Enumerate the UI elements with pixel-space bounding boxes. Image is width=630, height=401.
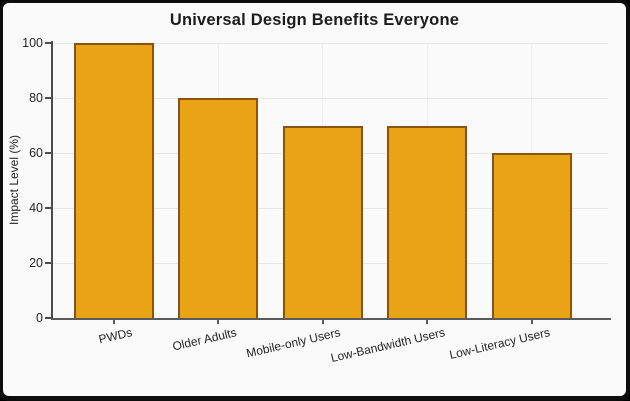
x-tick-label: Low-Bandwidth Users: [329, 325, 447, 366]
y-tick-label: 80: [29, 91, 43, 105]
x-tick-label: Low-Literacy Users: [447, 325, 552, 362]
bar-mobile-only-users: [282, 125, 363, 318]
x-tick-mark: [426, 320, 428, 324]
y-axis-line: [51, 41, 53, 318]
x-tick-label: Mobile-only Users: [245, 325, 343, 361]
y-tick-mark: [45, 317, 51, 319]
y-tick-mark: [45, 262, 51, 264]
chart-title: Universal Design Benefits Everyone: [169, 11, 460, 29]
y-tick-label: 40: [29, 201, 43, 215]
horizontal-gridline: [52, 42, 608, 44]
bar-pwds: [73, 43, 154, 318]
y-tick-mark: [45, 42, 51, 44]
bar-low-bandwidth-users: [387, 125, 467, 318]
bar-chart: Universal Design Benefits Everyone Impac…: [3, 3, 626, 396]
x-tick-label: PWDs: [96, 325, 134, 347]
bar-older-adults: [178, 98, 258, 318]
y-tick-mark: [45, 207, 51, 209]
y-tick-label: 100: [22, 36, 43, 50]
horizontal-gridline: [52, 97, 608, 99]
x-tick-mark: [321, 320, 324, 324]
y-axis-title: Impact Level (%): [7, 134, 21, 226]
y-tick-mark: [45, 152, 51, 154]
bar-low-literacy-users: [491, 153, 572, 318]
y-tick-label: 20: [29, 256, 43, 270]
y-tick-label: 0: [36, 311, 43, 325]
x-tick-label: Older Adults: [170, 325, 238, 354]
x-axis-line: [51, 318, 611, 320]
x-tick-mark: [530, 320, 533, 324]
y-tick-mark: [45, 97, 51, 99]
x-tick-mark: [112, 320, 115, 324]
y-tick-label: 60: [29, 146, 43, 160]
x-tick-mark: [217, 320, 219, 324]
